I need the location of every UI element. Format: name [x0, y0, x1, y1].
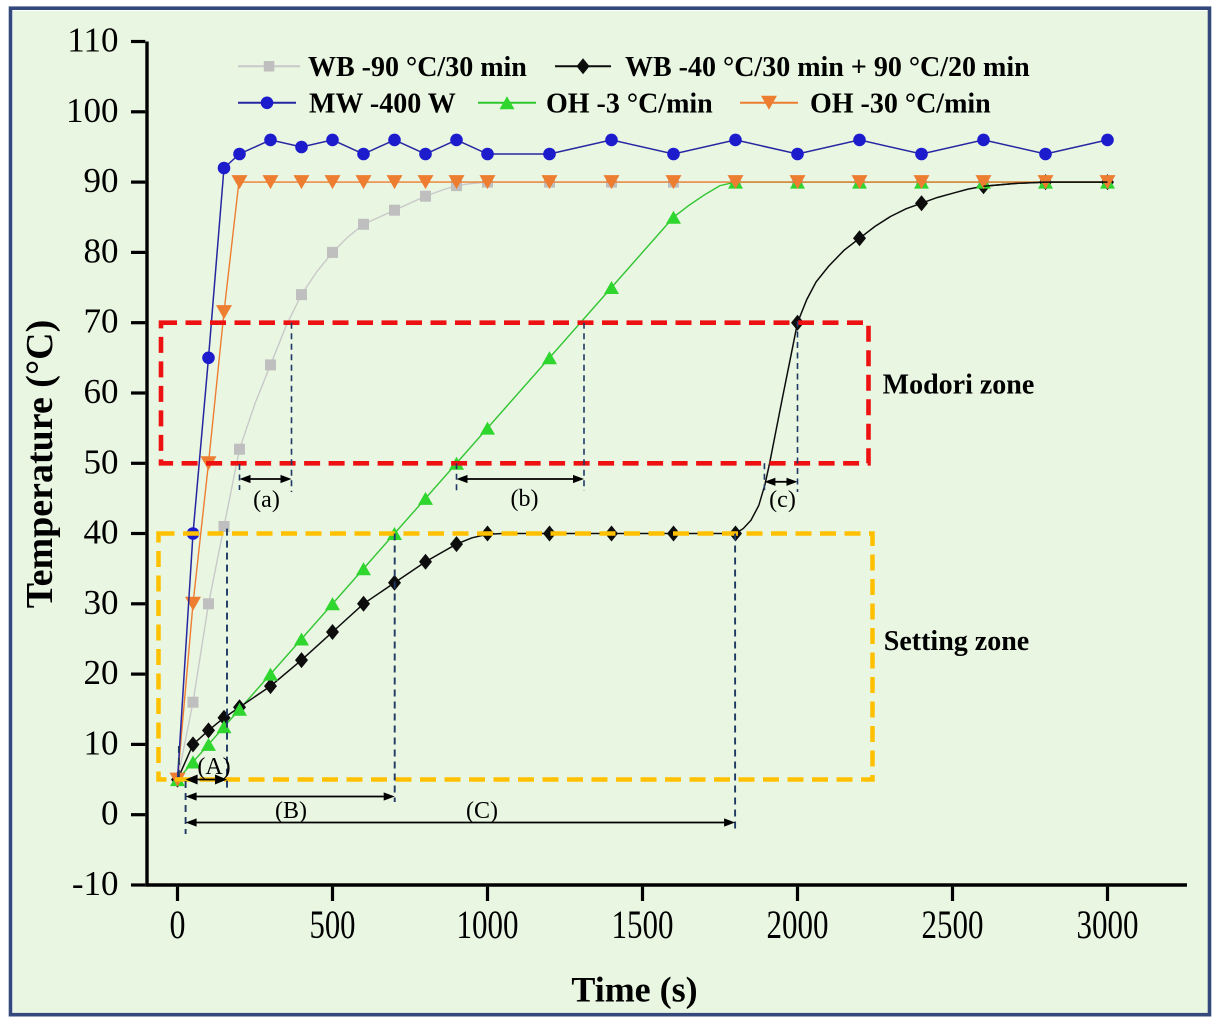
svg-text:-10: -10 [72, 864, 119, 903]
svg-text:0: 0 [101, 794, 119, 833]
svg-text:Modori zone: Modori zone [883, 370, 1035, 401]
svg-text:90: 90 [84, 161, 119, 200]
svg-text:Temperature (°C): Temperature (°C) [19, 320, 61, 609]
svg-text:40: 40 [84, 513, 119, 552]
svg-text:60: 60 [84, 372, 119, 411]
svg-text:70: 70 [84, 302, 119, 341]
svg-text:(a): (a) [253, 487, 280, 513]
svg-text:(B): (B) [275, 798, 307, 824]
svg-text:1000: 1000 [457, 902, 519, 947]
svg-text:2000: 2000 [767, 902, 829, 947]
svg-text:WB -90 °C/30 min: WB -90 °C/30 min [308, 52, 527, 83]
svg-text:30: 30 [84, 583, 119, 622]
svg-text:Time (s): Time (s) [571, 970, 697, 1010]
svg-text:3000: 3000 [1077, 902, 1139, 947]
svg-text:OH -3 °C/min: OH -3 °C/min [546, 89, 713, 120]
svg-text:10: 10 [84, 723, 119, 762]
svg-text:100: 100 [66, 91, 119, 130]
svg-text:500: 500 [310, 902, 356, 947]
svg-text:20: 20 [84, 653, 119, 692]
svg-text:MW -400 W: MW -400 W [309, 89, 456, 120]
svg-text:WB -40 °C/30 min + 90 °C/20 mi: WB -40 °C/30 min + 90 °C/20 min [625, 52, 1030, 83]
svg-text:110: 110 [67, 21, 118, 60]
svg-text:(b): (b) [511, 486, 539, 512]
svg-text:(A): (A) [197, 754, 230, 780]
svg-text:(c): (c) [769, 487, 796, 513]
svg-text:Setting zone: Setting zone [884, 626, 1029, 657]
svg-text:80: 80 [84, 231, 119, 270]
svg-text:50: 50 [84, 442, 119, 481]
svg-text:1500: 1500 [612, 902, 674, 947]
svg-text:2500: 2500 [922, 902, 984, 947]
svg-text:OH -30 °C/min: OH -30 °C/min [810, 89, 991, 120]
svg-text:(C): (C) [466, 798, 498, 824]
svg-text:0: 0 [170, 902, 186, 947]
